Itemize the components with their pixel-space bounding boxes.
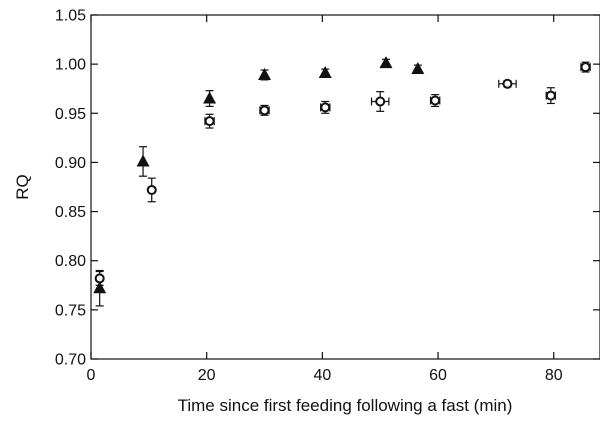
circle-marker <box>580 62 591 73</box>
circle-marker <box>545 90 556 101</box>
triangle-marker <box>136 154 150 167</box>
circle-marker <box>259 105 270 116</box>
axis-tick-labels: 0 20 40 60 80 0.70 0.75 0.80 0.85 0.90 0.95 1.00 1.0… <box>55 8 563 385</box>
plot-frame <box>90 14 600 360</box>
y-axis-label: RQ <box>13 174 32 200</box>
axis-ticks <box>90 14 600 360</box>
circle-marker <box>94 273 105 284</box>
y-tick-label: 0.85 <box>55 204 86 221</box>
y-tick-label: 0.70 <box>55 352 86 369</box>
x-tick-label: 0 <box>87 367 96 384</box>
circle-marker <box>502 78 513 89</box>
x-tick-label: 80 <box>545 367 563 384</box>
triangle-marker <box>318 65 332 78</box>
triangle-marker <box>203 91 217 104</box>
circle-marker <box>375 96 386 107</box>
triangle-marker <box>258 67 272 80</box>
y-tick-label: 0.95 <box>55 106 86 123</box>
circle-marker <box>320 102 331 113</box>
circle-marker <box>430 95 441 106</box>
y-tick-label: 0.80 <box>55 253 86 270</box>
y-tick-label: 0.90 <box>55 155 86 172</box>
x-axis-label: Time since first feeding following a fas… <box>178 396 513 415</box>
triangle-marker <box>379 56 393 69</box>
triangle-marker <box>411 62 425 75</box>
circle-marker <box>146 184 157 195</box>
data-marks <box>93 56 591 307</box>
circle-marker <box>204 116 215 127</box>
y-tick-label: 1.05 <box>55 8 86 25</box>
triangle-marker <box>93 281 107 294</box>
x-tick-label: 20 <box>198 367 216 384</box>
x-tick-label: 40 <box>313 367 331 384</box>
y-tick-label: 1.00 <box>55 57 86 74</box>
y-tick-label: 0.75 <box>55 302 86 319</box>
x-tick-label: 60 <box>429 367 447 384</box>
